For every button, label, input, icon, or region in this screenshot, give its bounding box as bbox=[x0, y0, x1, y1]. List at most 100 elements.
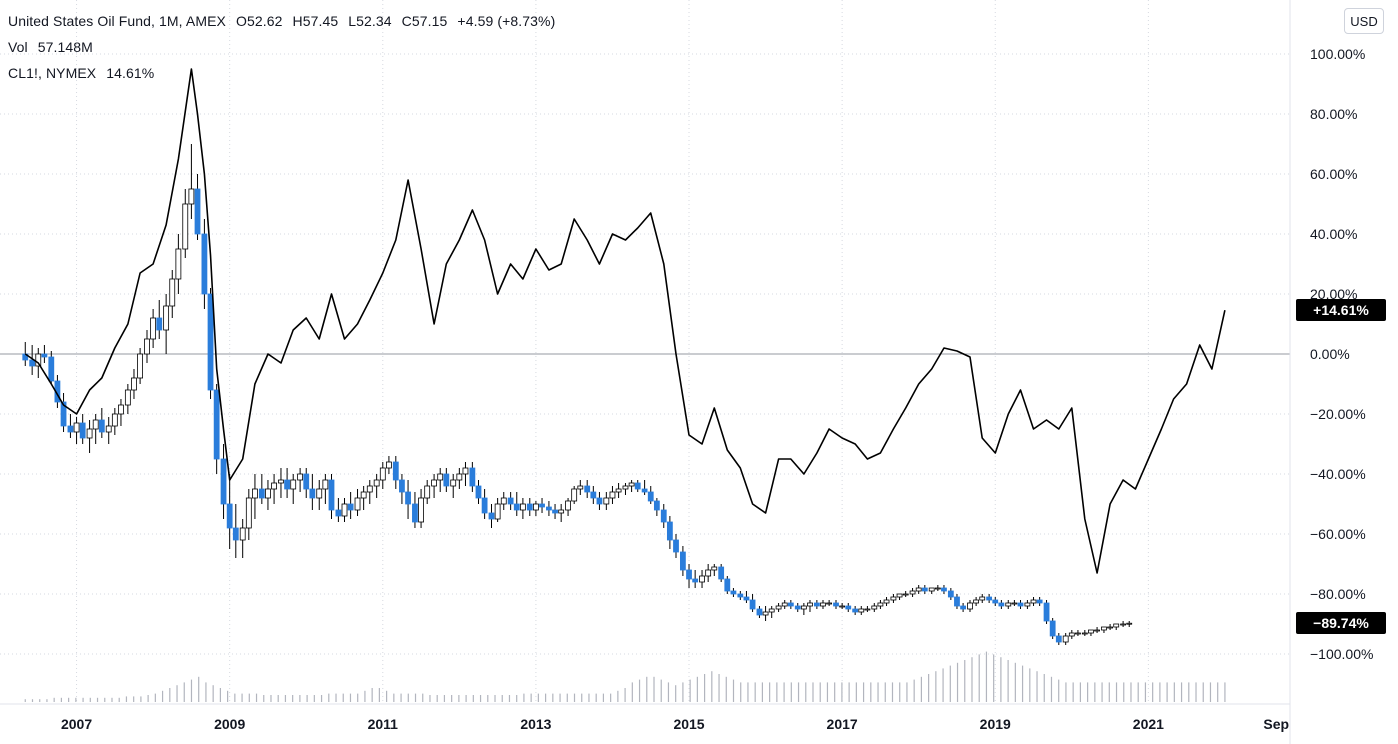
candle bbox=[316, 480, 323, 510]
candle bbox=[1126, 621, 1133, 627]
candle-body bbox=[673, 539, 679, 553]
candle-body bbox=[826, 602, 833, 605]
candle bbox=[539, 498, 545, 513]
candle bbox=[341, 498, 348, 522]
candle bbox=[781, 600, 788, 609]
candle-body bbox=[379, 467, 386, 481]
candle bbox=[628, 480, 635, 492]
candle-body bbox=[252, 488, 258, 499]
candle bbox=[864, 606, 871, 612]
candle-body bbox=[921, 587, 928, 592]
candle bbox=[749, 594, 756, 612]
candle-body bbox=[571, 488, 578, 502]
candle bbox=[896, 593, 903, 600]
candle-body bbox=[877, 602, 884, 607]
candle-body bbox=[552, 509, 558, 514]
candle bbox=[967, 600, 973, 612]
candle-body bbox=[845, 605, 852, 610]
candle bbox=[265, 480, 271, 510]
candle bbox=[921, 585, 928, 594]
candle bbox=[278, 468, 284, 498]
candle bbox=[494, 498, 501, 522]
candle-body bbox=[424, 485, 431, 499]
candle bbox=[226, 474, 233, 549]
candle bbox=[163, 294, 170, 354]
candle-body bbox=[883, 599, 890, 604]
candle-body bbox=[405, 491, 411, 505]
candle-body bbox=[960, 605, 966, 610]
candle bbox=[284, 468, 290, 498]
candle bbox=[437, 468, 444, 492]
candle-body bbox=[220, 458, 227, 505]
candle bbox=[826, 600, 833, 606]
candle-body bbox=[986, 596, 993, 601]
candle-body bbox=[86, 428, 93, 439]
candle-body bbox=[431, 479, 437, 487]
candle bbox=[787, 600, 794, 609]
candle-body bbox=[890, 596, 897, 601]
candle-body bbox=[947, 590, 954, 598]
candle-body bbox=[111, 413, 118, 427]
legend-open: O52.62 bbox=[235, 13, 283, 29]
legend-close: C57.15 bbox=[401, 13, 448, 29]
compare-line-path bbox=[24, 68, 1226, 574]
candle-body bbox=[418, 497, 424, 523]
candle bbox=[615, 483, 622, 498]
candle bbox=[526, 498, 533, 516]
candle bbox=[431, 474, 437, 498]
candle-body bbox=[941, 587, 947, 592]
candle bbox=[1017, 600, 1024, 609]
candle bbox=[839, 603, 846, 609]
candle-body bbox=[475, 485, 482, 499]
candle-body bbox=[494, 503, 501, 520]
candle-body bbox=[858, 608, 865, 613]
candle-body bbox=[577, 485, 584, 490]
candle-body bbox=[787, 602, 794, 607]
uso-candles bbox=[22, 144, 1133, 645]
candle-body bbox=[1011, 602, 1018, 605]
candle-body bbox=[35, 353, 42, 367]
x-tick-label: 2017 bbox=[826, 716, 858, 732]
candle bbox=[182, 189, 189, 258]
candle-body bbox=[131, 377, 137, 391]
candle-body bbox=[909, 590, 916, 595]
candle-body bbox=[699, 575, 705, 583]
candle bbox=[379, 462, 386, 489]
candle bbox=[443, 468, 450, 492]
legend-compare-symbol[interactable]: CL1!, NYMEX bbox=[8, 65, 97, 81]
candle bbox=[118, 399, 124, 426]
candle bbox=[232, 504, 239, 558]
candle-body bbox=[399, 479, 405, 493]
x-tick-label: 2019 bbox=[979, 716, 1011, 732]
candle bbox=[290, 474, 297, 504]
candle bbox=[366, 480, 373, 504]
candle-body bbox=[290, 479, 297, 490]
candle-body bbox=[507, 497, 514, 505]
legend-symbol[interactable]: United States Oil Fund, 1M, AMEX bbox=[8, 13, 226, 29]
candle-body bbox=[194, 188, 201, 235]
candle-body bbox=[839, 605, 846, 608]
candle-body bbox=[596, 497, 603, 505]
candle-body bbox=[679, 551, 686, 571]
candle-body bbox=[156, 317, 163, 331]
candle-body bbox=[902, 593, 909, 596]
candle bbox=[41, 345, 48, 363]
candle-body bbox=[48, 356, 55, 382]
candle bbox=[1101, 626, 1107, 633]
candle-body bbox=[1120, 623, 1127, 626]
candle bbox=[852, 606, 859, 615]
candle-body bbox=[1107, 626, 1113, 629]
candle-body bbox=[278, 479, 284, 484]
currency-button[interactable]: USD bbox=[1344, 8, 1384, 34]
candle-body bbox=[864, 608, 871, 611]
candle bbox=[309, 474, 316, 510]
candle bbox=[705, 564, 712, 582]
candle bbox=[986, 594, 993, 603]
main-last-value-badge: −89.74% bbox=[1296, 612, 1386, 635]
candle-body bbox=[29, 359, 36, 367]
candle-body bbox=[412, 503, 418, 523]
candle-body bbox=[1075, 632, 1081, 635]
candle-body bbox=[450, 479, 457, 487]
candle-body bbox=[341, 503, 348, 517]
